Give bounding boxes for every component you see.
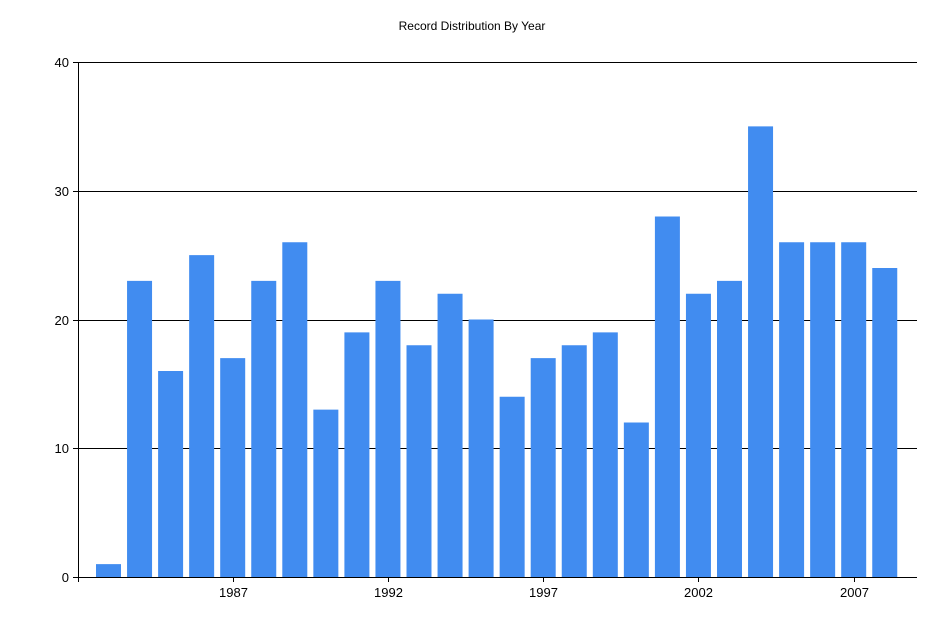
- bar-2002: [685, 293, 711, 577]
- y-tick-label: 40: [55, 55, 69, 70]
- bar-1990: [313, 409, 339, 577]
- x-tick-label: 1992: [374, 585, 403, 600]
- bar-1986: [189, 255, 215, 577]
- x-tick-label: 1987: [219, 585, 248, 600]
- chart-title: Record Distribution By Year: [399, 19, 546, 33]
- bar-2005: [779, 242, 805, 577]
- x-axis-ticks: 1987 1992 1997 2002 2007: [219, 577, 869, 600]
- y-tick-label: 10: [55, 441, 69, 456]
- bar-1987: [220, 358, 246, 577]
- bar-1994: [437, 293, 463, 577]
- x-tick-label: 2002: [684, 585, 713, 600]
- bar-1998: [561, 345, 587, 577]
- y-axis-ticks: 0 10 20 30 40: [55, 55, 78, 585]
- bar-2000: [623, 422, 649, 577]
- bar-1989: [282, 242, 308, 577]
- bar-1997: [530, 358, 556, 577]
- bar-2001: [654, 216, 680, 577]
- bars: [96, 126, 898, 577]
- bar-1993: [406, 345, 432, 577]
- bar-2006: [810, 242, 836, 577]
- bar-2007: [841, 242, 867, 577]
- bar-2003: [717, 280, 742, 577]
- x-tick-label: 1997: [529, 585, 558, 600]
- gridlines: [78, 62, 917, 449]
- bar-1988: [251, 280, 277, 577]
- bar-1995: [468, 319, 494, 577]
- bar-1984: [127, 280, 153, 577]
- bar-1996: [499, 396, 525, 577]
- bar-1983: [96, 564, 121, 577]
- y-tick-label: 0: [62, 570, 69, 585]
- bar-2004: [748, 126, 774, 577]
- bar-2008: [872, 268, 898, 577]
- axes: [78, 62, 917, 582]
- y-tick-label: 30: [55, 184, 69, 199]
- bar-1985: [158, 371, 184, 577]
- bar-1992: [375, 280, 401, 577]
- y-tick-label: 20: [55, 313, 69, 328]
- bar-1991: [344, 332, 370, 577]
- bar-1999: [592, 332, 618, 577]
- x-tick-label: 2007: [840, 585, 869, 600]
